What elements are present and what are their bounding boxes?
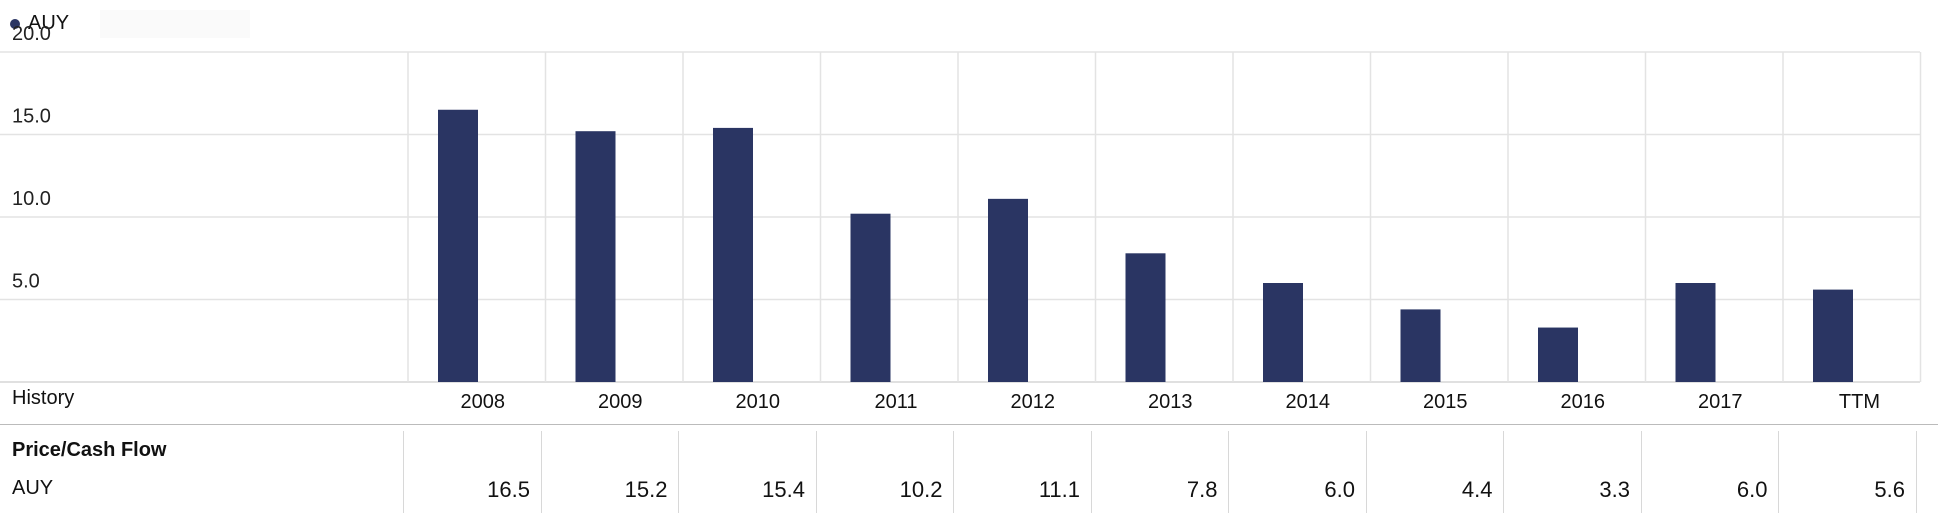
table-cell: 6.0 xyxy=(1324,477,1355,502)
y-tick-label: 20.0 xyxy=(12,23,51,45)
bar-ttm xyxy=(1813,289,1853,382)
x-axis-row-label: History xyxy=(12,387,74,409)
bar-2013 xyxy=(1125,253,1166,382)
table-cell: 7.8 xyxy=(1186,477,1218,502)
table-header-row: Price/Cash Flow xyxy=(0,431,1938,473)
table-column-divider xyxy=(1915,431,1917,513)
x-tick-label: 2009 xyxy=(598,391,643,413)
x-tick-label: 2017 xyxy=(1698,391,1743,413)
y-tick-label: 15.0 xyxy=(12,106,51,128)
bar-2017 xyxy=(1675,283,1716,382)
table-cell: 15.2 xyxy=(624,477,668,502)
table-column-divider xyxy=(1365,431,1367,513)
legend-label: AUY xyxy=(28,12,70,34)
chart-legend: AUY xyxy=(10,12,69,35)
bar-2009 xyxy=(575,131,616,382)
x-tick-label: 2015 xyxy=(1423,391,1468,413)
table-column-divider xyxy=(1503,431,1504,513)
bar-2012 xyxy=(988,198,1028,382)
metric-name: Price/Cash Flow xyxy=(12,439,167,461)
bar-2008 xyxy=(438,109,478,382)
table-cell: 15.4 xyxy=(762,477,805,502)
table-cell: 11.1 xyxy=(1038,477,1080,502)
table-column-divider xyxy=(403,431,404,513)
legend-marker-icon xyxy=(10,18,20,29)
row-label: AUY xyxy=(12,477,54,499)
table-cell: 5.6 xyxy=(1874,477,1905,502)
y-tick-label: 5.0 xyxy=(12,271,40,293)
x-tick-label: 2014 xyxy=(1286,391,1331,413)
table-column-divider xyxy=(540,431,542,513)
table-column-divider xyxy=(1778,431,1779,513)
y-tick-label: 10.0 xyxy=(12,188,51,210)
x-tick-label: 2008 xyxy=(461,391,506,413)
x-tick-label: 2011 xyxy=(874,391,917,413)
x-tick-label: 2010 xyxy=(736,391,781,413)
x-tick-label: 2012 xyxy=(1011,391,1056,413)
x-tick-label: 2013 xyxy=(1148,391,1193,413)
table-cell: 4.4 xyxy=(1461,477,1493,502)
table-cell: 16.5 xyxy=(487,477,530,502)
bar-2010 xyxy=(713,127,753,383)
bar-2014 xyxy=(1263,283,1303,382)
table-column-divider xyxy=(953,431,954,513)
table-cell: 3.3 xyxy=(1599,477,1630,502)
table-column-divider xyxy=(1640,431,1642,513)
table-column-divider xyxy=(815,431,817,513)
table-column-divider xyxy=(1228,431,1229,513)
table-row: AUY 16.5 15.2 15.4 10.2 11.1 7.8 6.0 4.4 3.3 6.0 5… xyxy=(0,469,1938,511)
table-column-divider xyxy=(678,431,679,513)
table-cell: 10.2 xyxy=(899,477,943,502)
x-tick-label: 2016 xyxy=(1561,391,1606,413)
bar-2016 xyxy=(1538,327,1578,382)
bar-chart: 20.0 15.0 10.0 5.0 History 2008 2009 2010 2011 20… xyxy=(0,23,1922,413)
legend-background xyxy=(100,10,250,38)
bar-2011 xyxy=(850,213,891,382)
bar-2015 xyxy=(1400,309,1441,382)
table-column-divider xyxy=(1090,431,1092,513)
data-table: Price/Cash Flow AUY 16.5 15.2 15.4 10.2 11.1… xyxy=(0,424,1938,513)
table-cell: 6.0 xyxy=(1736,477,1768,502)
x-tick-label: TTM xyxy=(1839,391,1880,413)
